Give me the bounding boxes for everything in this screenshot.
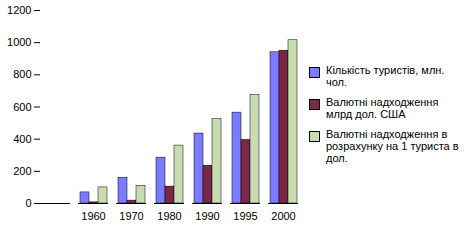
svg-text:1970: 1970: [119, 210, 143, 222]
svg-text:1995: 1995: [233, 210, 257, 222]
svg-text:400: 400: [13, 133, 31, 145]
html-text:Кількість туристів, млн. чол.: Кількість туристів, млн. чол.: [326, 63, 445, 88]
svg-text:600: 600: [13, 101, 31, 113]
svg-text:1200: 1200: [7, 4, 31, 16]
svg-text:1980: 1980: [157, 210, 181, 222]
html-text:Валютні надходження в розрахун: Валютні надходження в розрахунку на 1 ту…: [326, 127, 459, 164]
svg-text:1960: 1960: [81, 210, 105, 222]
svg-text:800: 800: [13, 68, 31, 80]
svg-text:200: 200: [13, 165, 31, 177]
svg-text:1000: 1000: [7, 36, 31, 48]
svg-text:0: 0: [25, 197, 31, 209]
html-text:Валютні надходження млрд дол.: Валютні надходження млрд дол. США: [326, 95, 439, 120]
svg-text:2000: 2000: [271, 210, 295, 222]
svg-text:1990: 1990: [195, 210, 219, 222]
